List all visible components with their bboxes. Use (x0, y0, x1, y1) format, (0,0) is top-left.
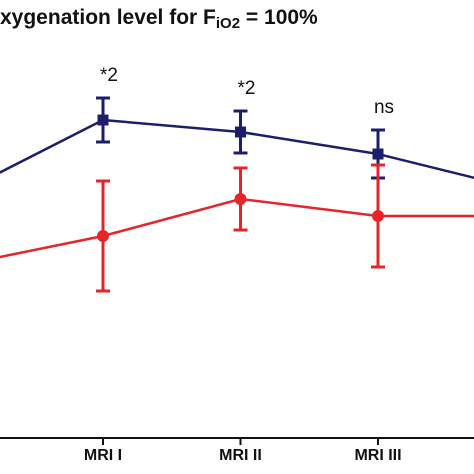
point (97, 230, 109, 242)
title-suffix: = 100% (240, 6, 318, 29)
point (97, 114, 109, 126)
point (372, 210, 384, 222)
point (372, 148, 384, 160)
point (235, 126, 246, 138)
x-tick-label: MRI III (354, 447, 401, 464)
title-main: xygenation level for F (0, 6, 216, 29)
annotation: ns (374, 97, 394, 118)
title-subscript: iO2 (216, 15, 240, 32)
annotation: *2 (100, 65, 118, 86)
x-tick-label: MRI II (219, 447, 262, 464)
x-tick-label: MRI I (84, 447, 122, 464)
point (234, 193, 247, 205)
annotation: *2 (238, 78, 256, 99)
chart-title: xygenation level for FiO2 = 100% (0, 6, 318, 32)
